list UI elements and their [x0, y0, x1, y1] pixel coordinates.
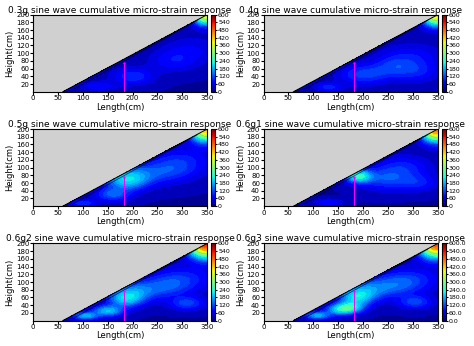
Title: 0.5g sine wave cumulative micro-strain response: 0.5g sine wave cumulative micro-strain r…	[9, 120, 232, 129]
Y-axis label: Height(cm): Height(cm)	[236, 258, 245, 306]
X-axis label: Length(cm): Length(cm)	[96, 217, 144, 226]
Y-axis label: Height(cm): Height(cm)	[6, 29, 15, 77]
X-axis label: Length(cm): Length(cm)	[96, 103, 144, 112]
X-axis label: Length(cm): Length(cm)	[96, 331, 144, 340]
Y-axis label: Height(cm): Height(cm)	[6, 144, 15, 191]
X-axis label: Length(cm): Length(cm)	[327, 217, 375, 226]
X-axis label: Length(cm): Length(cm)	[327, 331, 375, 340]
X-axis label: Length(cm): Length(cm)	[327, 103, 375, 112]
Y-axis label: Height(cm): Height(cm)	[236, 144, 245, 191]
Title: 0.6g2 sine wave cumulative micro-strain response: 0.6g2 sine wave cumulative micro-strain …	[6, 234, 235, 243]
Title: 0.3g sine wave cumulative micro-strain response: 0.3g sine wave cumulative micro-strain r…	[9, 6, 232, 15]
Y-axis label: Height(cm): Height(cm)	[236, 29, 245, 77]
Y-axis label: Height(cm): Height(cm)	[6, 258, 15, 306]
Title: 0.6g3 sine wave cumulative micro-strain response: 0.6g3 sine wave cumulative micro-strain …	[236, 234, 465, 243]
Title: 0.4g sine wave cumulative micro-strain response: 0.4g sine wave cumulative micro-strain r…	[239, 6, 462, 15]
Title: 0.6g1 sine wave cumulative micro-strain response: 0.6g1 sine wave cumulative micro-strain …	[236, 120, 465, 129]
